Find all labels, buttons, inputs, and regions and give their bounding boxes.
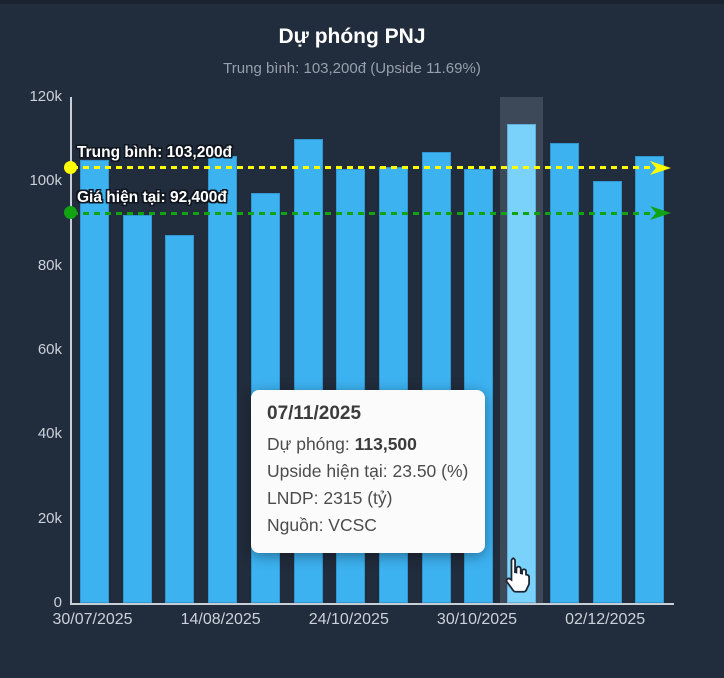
y-axis-tick-label: 40k xyxy=(37,425,62,443)
average-line-label: Trung bình: 103,200đ xyxy=(77,143,233,161)
chart-title: Dự phóng PNJ xyxy=(278,25,426,48)
x-axis-tick-label: 14/08/2025 xyxy=(180,611,261,628)
tooltip-row-label: LNDP: xyxy=(267,488,324,508)
tooltip-row: Dự phóng: 113,500 xyxy=(267,431,468,458)
tooltip-row-label: Nguồn: xyxy=(267,515,329,535)
y-axis-tick-label: 80k xyxy=(37,256,62,274)
bar[interactable] xyxy=(122,215,152,603)
tooltip-row: Nguồn: VCSC xyxy=(267,512,468,539)
tooltip-row-value: VCSC xyxy=(328,515,377,535)
hovered-bar[interactable] xyxy=(507,124,537,603)
y-axis-tick-label: 120k xyxy=(29,88,62,105)
x-axis-tick-label: 02/12/2025 xyxy=(565,611,646,628)
chart-header: Dự phóng PNJ Trung bình: 103,200đ (Upsid… xyxy=(0,0,704,77)
current-price-line-start-dot xyxy=(64,206,77,220)
average-line xyxy=(72,166,652,170)
hand-cursor-icon xyxy=(505,557,531,593)
tooltip-row-label: Upside hiện tại: xyxy=(267,461,393,481)
bar[interactable] xyxy=(549,142,579,603)
y-axis-tick-label: 20k xyxy=(37,509,62,527)
y-axis-tick-label: 100k xyxy=(29,172,62,190)
y-axis-tick-label: 0 xyxy=(53,594,62,611)
x-axis-tick-label: 24/10/2025 xyxy=(308,611,389,628)
average-line-arrow-icon xyxy=(650,160,671,175)
tooltip-row-value: 2315 (tỷ) xyxy=(323,488,393,508)
plot-area: Trung bình: 103,200đ Giá hiện tại: 92,400… xyxy=(64,97,674,605)
bar[interactable] xyxy=(208,156,238,603)
y-axis-tick-label: 60k xyxy=(37,341,62,358)
tooltip-row: Upside hiện tại: 23.50 (%) xyxy=(267,458,468,485)
bar[interactable] xyxy=(635,156,665,603)
tooltip-row-value: 23.50 (%) xyxy=(392,461,469,481)
tooltip-row: LNDP: 2315 (tỷ) xyxy=(267,485,468,512)
bar[interactable] xyxy=(165,234,195,603)
tooltip-date: 07/11/2025 xyxy=(267,403,362,424)
x-axis-tick-label: 30/07/2025 xyxy=(52,611,133,628)
tooltip-row-label: Dự phóng: xyxy=(267,434,355,454)
current-price-line-label: Giá hiện tại: 92,400đ xyxy=(77,189,227,207)
tooltip: 07/11/2025 Dự phóng: 113,500 Upside hiện … xyxy=(251,390,486,553)
top-border-strip xyxy=(0,0,724,4)
chart-subtitle: Trung bình: 103,200đ (Upside 11.69%) xyxy=(223,60,481,77)
average-line-start-dot xyxy=(64,160,77,174)
current-price-line xyxy=(72,211,652,215)
bar[interactable] xyxy=(592,180,622,603)
tooltip-row-value: 113,500 xyxy=(354,434,417,454)
bar[interactable] xyxy=(80,160,109,603)
current-price-line-arrow-icon xyxy=(650,206,671,221)
x-axis-tick-label: 30/10/2025 xyxy=(436,611,517,628)
